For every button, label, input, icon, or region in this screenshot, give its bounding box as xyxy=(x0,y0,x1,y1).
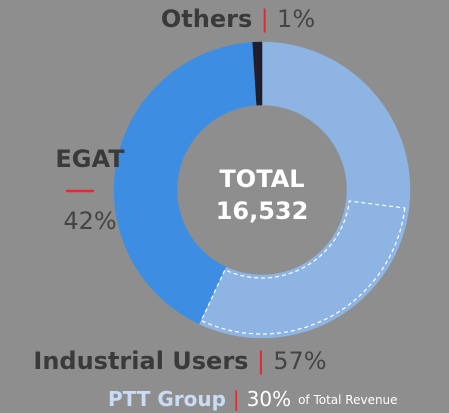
donut-slice xyxy=(113,42,257,325)
sub-segment-value: 30% xyxy=(247,387,291,411)
category-name: Industrial Users xyxy=(33,347,248,375)
value-label: 57% xyxy=(273,347,326,375)
value-label: 1% xyxy=(277,5,315,33)
sub-segment xyxy=(200,200,406,335)
center-title: TOTAL xyxy=(219,165,304,193)
sub-segment-note: of Total Revenue xyxy=(298,393,397,407)
separator: | xyxy=(257,347,265,375)
sub-segment-label: PTT Group | 30% of Total Revenue xyxy=(108,387,398,411)
others-label: Others | 1% xyxy=(161,5,315,33)
sub-segment-name: PTT Group xyxy=(108,387,226,411)
separator: | xyxy=(261,5,269,33)
egat-label: EGAT xyxy=(55,145,125,173)
value-label: 42% xyxy=(63,207,116,235)
separator: | xyxy=(233,387,240,411)
donut-slice xyxy=(252,41,263,106)
donut-slice xyxy=(198,41,411,339)
industrial-label: Industrial Users | 57% xyxy=(33,347,326,375)
category-name: Others xyxy=(161,5,252,33)
center-value: 16,532 xyxy=(216,197,309,225)
donut xyxy=(113,41,411,339)
